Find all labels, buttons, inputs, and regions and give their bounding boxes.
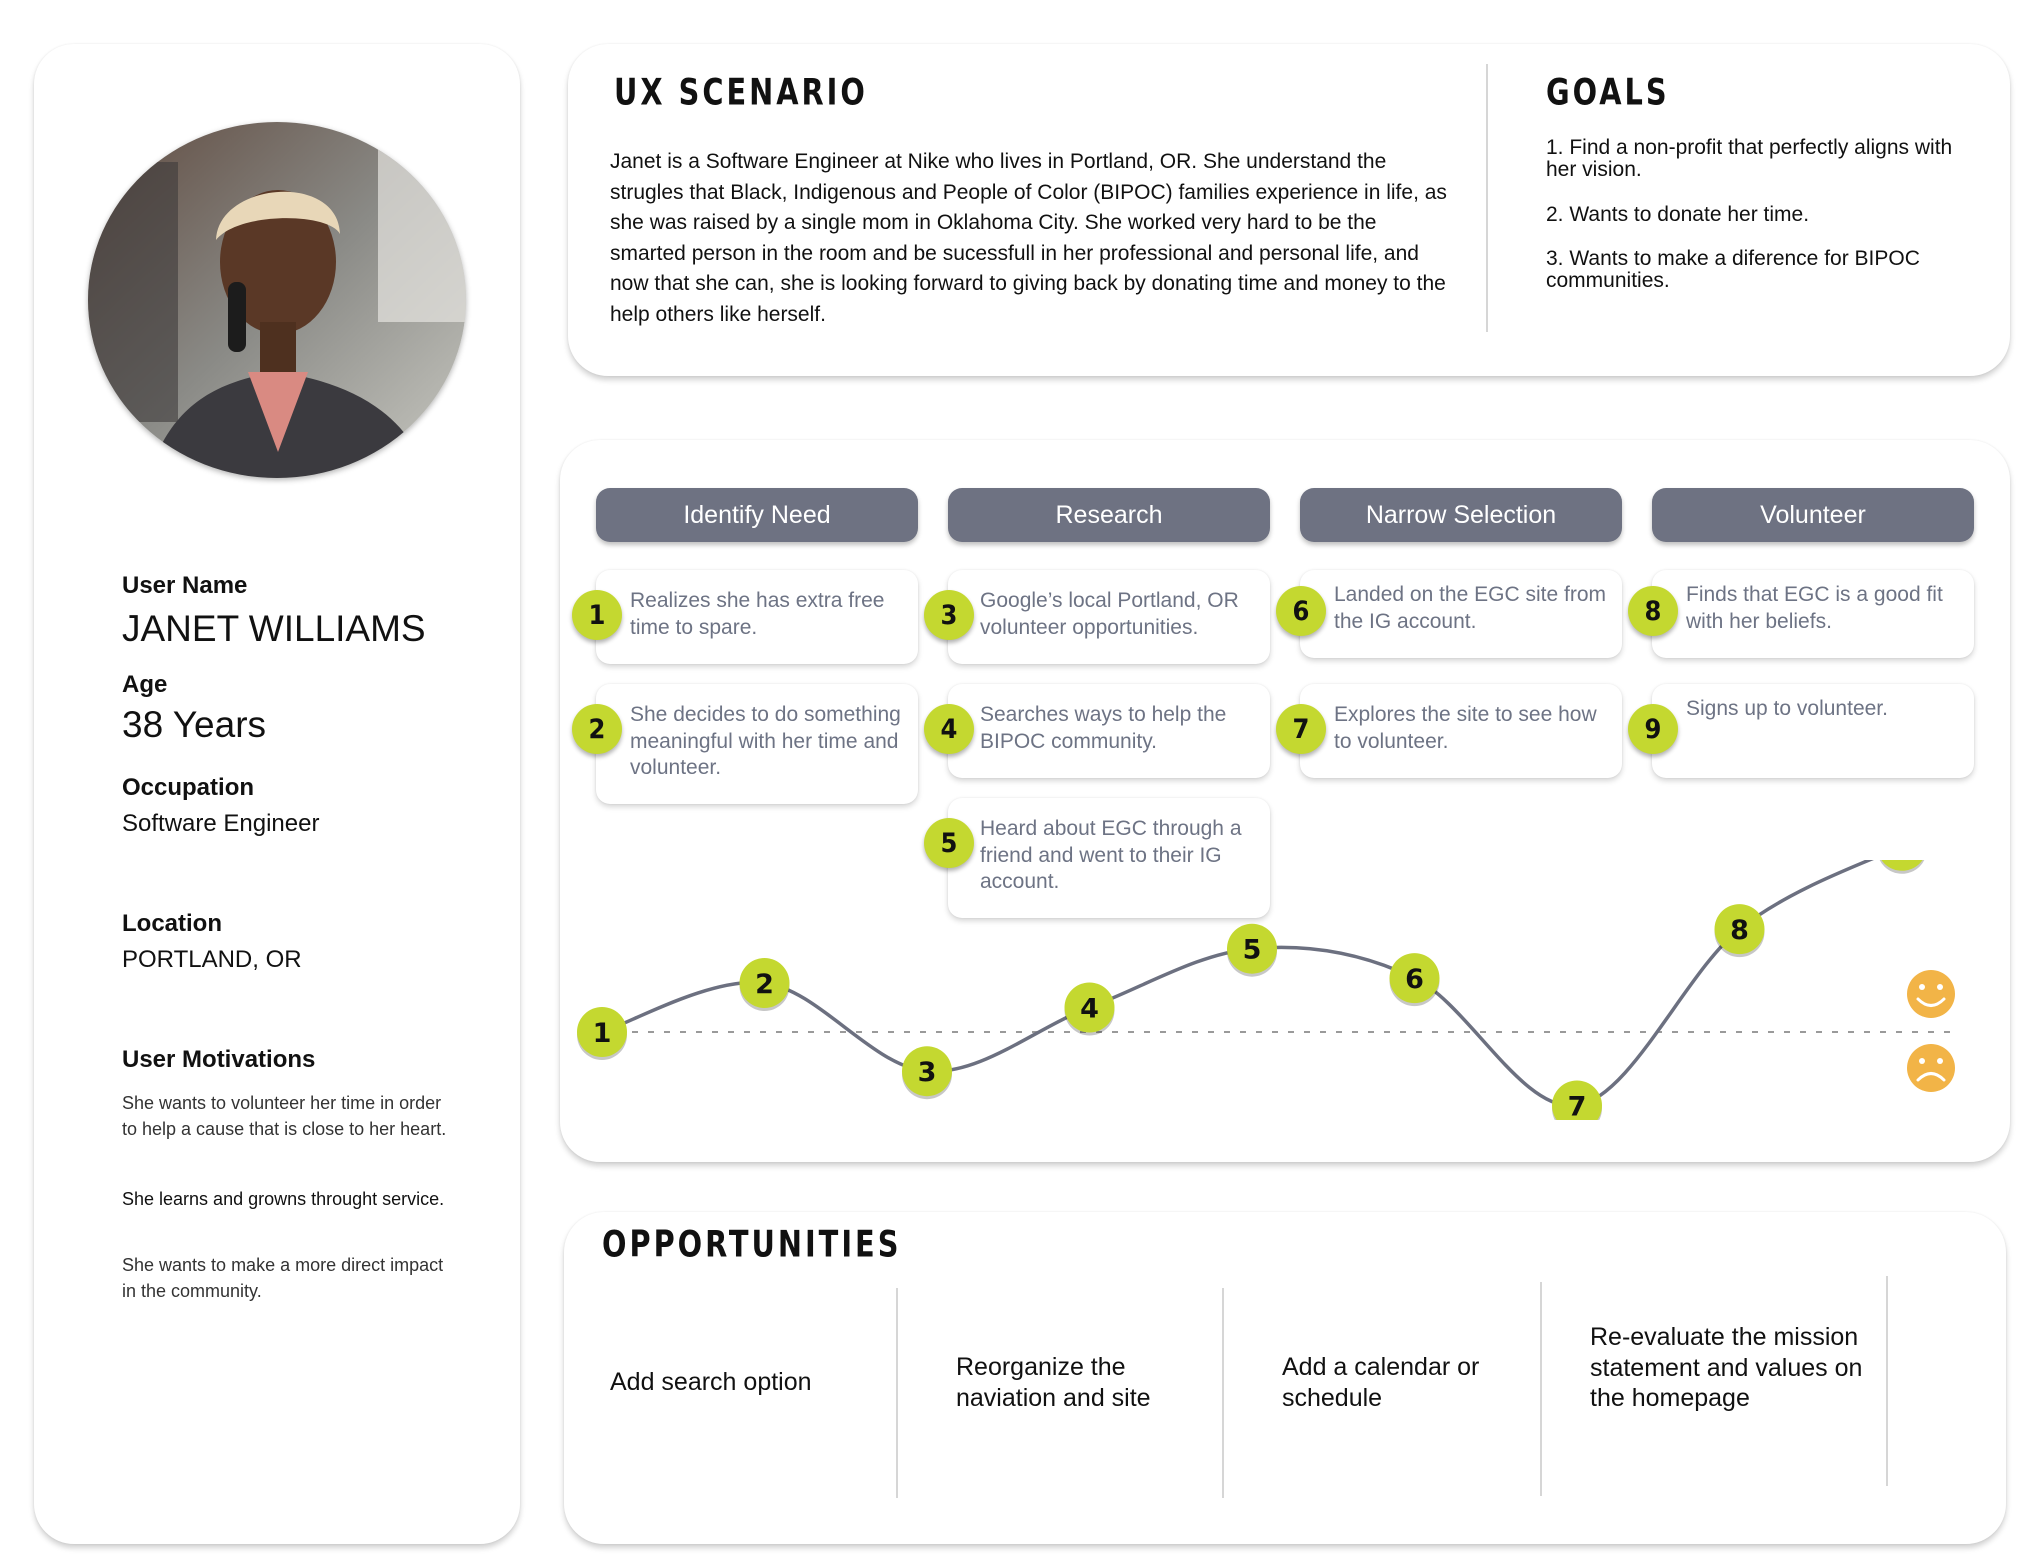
curve-point-9: 9 [1879,860,1925,874]
step-card-3: Google’s local Portland, OR volunteer op… [948,570,1270,664]
opportunity-divider [1540,1282,1542,1496]
step-text: Finds that EGC is a good fit with her be… [1686,583,1943,633]
curve-point-8: 8 [1714,904,1765,958]
step-badge-8: 8 [1628,586,1678,636]
motivation-item: She wants to make a more direct impact i… [122,1255,444,1301]
step-card-9: Signs up to volunteer. [1652,684,1974,778]
goal-item: 1. Find a non-profit that perfectly alig… [1546,136,1953,181]
opportunity-item: Add a calendar or schedule [1282,1353,1480,1412]
step-card-5: Heard about EGC through a friend and wen… [948,798,1270,918]
user-name-label: User Name [122,572,248,599]
phase-research: Research [948,488,1270,542]
curve-point-5: 5 [1227,923,1277,977]
step-text: Google’s local Portland, OR volunteer op… [980,589,1239,639]
goal-item: 3. Wants to make a diference for BIPOC c… [1546,247,1920,292]
step-text: Realizes she has extra free time to spar… [630,589,885,639]
step-card-6: Landed on the EGC site from the IG accou… [1300,570,1622,658]
opportunities-title: OPPORTUNITIES [602,1222,902,1266]
opportunity-item: Re-evaluate the mission statement and va… [1590,1323,1863,1412]
curve-point-4: 4 [1064,982,1115,1036]
scenario-text: Janet is a Software Engineer at Nike who… [610,150,1447,326]
step-text: Heard about EGC through a friend and wen… [980,817,1242,893]
curve-point-label: 7 [1568,1092,1587,1121]
step-badge-5: 5 [924,818,974,868]
user-name: JANET WILLIAMS [122,608,426,649]
step-text: Searches ways to help the BIPOC communit… [980,703,1227,753]
opportunities-card [564,1212,2006,1544]
motivations-label: User Motivations [122,1046,316,1073]
step-text: Explores the site to see how to voluntee… [1334,703,1597,753]
opportunity-divider [896,1288,898,1498]
step-card-8: Finds that EGC is a good fit with her be… [1652,570,1974,658]
step-badge-3: 3 [924,590,974,640]
curve-point-label: 6 [1405,964,1424,995]
motivation-item: She wants to volunteer her time in order… [122,1093,447,1139]
curve-point-7: 7 [1552,1080,1602,1121]
age-label: Age [122,671,168,698]
opportunity-divider [1886,1276,1888,1486]
emotion-curve-chart: 1 2 3 4 5 6 7 8 9 [577,860,1960,1121]
goals-title: GOALS [1546,70,1670,114]
curve-point-6: 6 [1389,953,1440,1007]
step-badge-6: 6 [1276,586,1326,636]
curve-point-label: 1 [593,1018,612,1049]
opportunity-item: Reorganize the naviation and site [956,1353,1151,1412]
location-value: PORTLAND, OR [122,946,302,973]
motivation-item: She learns and growns throught service. [122,1189,445,1209]
step-badge-4: 4 [924,704,974,754]
phase-narrow-selection: Narrow Selection [1300,488,1622,542]
step-card-1: Realizes she has extra free time to spar… [596,570,918,664]
curve-point-label: 5 [1243,935,1262,966]
opportunity-item: Add search option [610,1368,812,1396]
curve-point-label: 3 [918,1057,937,1088]
step-badge-2: 2 [572,704,622,754]
step-badge-9: 9 [1628,704,1678,754]
curve-point-label: 2 [755,969,774,1000]
goal-item: 2. Wants to donate her time. [1546,203,1810,226]
curve-point-label: 9 [1893,860,1912,863]
phase-volunteer: Volunteer [1652,488,1974,542]
curve-point-3: 3 [902,1046,952,1100]
persona-photo [88,122,466,478]
step-text: Signs up to volunteer. [1686,697,1888,720]
step-card-4: Searches ways to help the BIPOC communit… [948,684,1270,778]
phase-identify-need: Identify Need [596,488,918,542]
scenario-card [568,44,2010,376]
step-badge-1: 1 [572,590,622,640]
step-text: She decides to do something meaningful w… [630,703,901,779]
scenario-title: UX SCENARIO [614,70,868,114]
step-text: Landed on the EGC site from the IG accou… [1334,583,1606,633]
curve-point-label: 4 [1080,994,1099,1025]
emotion-curve [601,860,1874,1108]
smile-icon [1907,970,1955,1018]
curve-point-label: 8 [1730,915,1749,946]
scenario-divider [1486,64,1488,332]
frown-icon [1907,1044,1955,1092]
location-label: Location [122,910,222,937]
occupation-value: Software Engineer [122,810,320,837]
curve-point-2: 2 [739,958,790,1011]
step-card-7: Explores the site to see how to voluntee… [1300,684,1622,778]
step-card-2: She decides to do something meaningful w… [596,684,918,804]
curve-point-1: 1 [577,1007,627,1060]
step-badge-7: 7 [1276,704,1326,754]
age-value: 38 Years [122,704,267,745]
occupation-label: Occupation [122,774,255,801]
opportunity-divider [1222,1288,1224,1498]
